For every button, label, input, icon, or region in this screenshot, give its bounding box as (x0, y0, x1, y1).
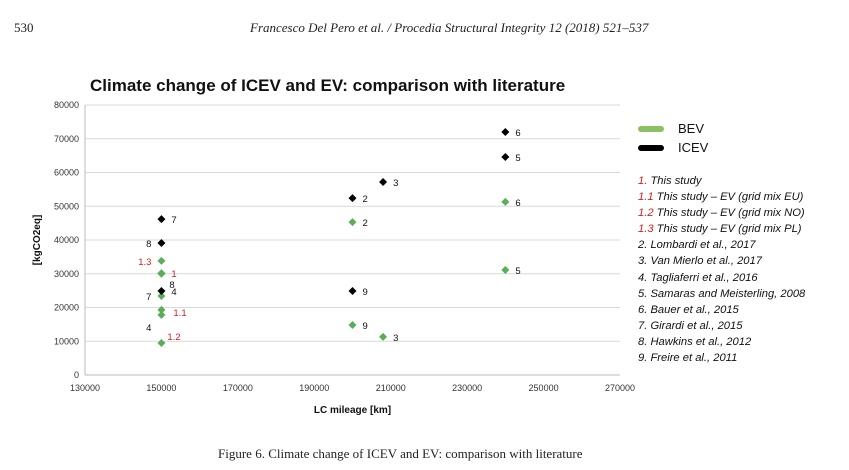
running-title: Francesco Del Pero et al. / Procedia Str… (250, 20, 649, 35)
y-tick-label: 50000 (54, 201, 79, 211)
icev-point (157, 239, 166, 248)
x-tick-label: 130000 (70, 383, 100, 393)
reference-text: 7. Girardi et al., 2015 (638, 319, 743, 332)
x-axis-label: LC mileage [km] (314, 405, 391, 416)
x-tick-label: 210000 (376, 383, 406, 393)
point-label: 8 (169, 280, 174, 291)
bev-point (157, 269, 166, 278)
bev-point (157, 292, 166, 301)
point-label: 9 (363, 321, 368, 332)
point-label: 5 (515, 153, 520, 164)
icev-swatch (638, 144, 664, 151)
icev-point (379, 177, 388, 186)
reference-text: 9. Freire et al., 2011 (638, 352, 738, 365)
chart-title: Climate change of ICEV and EV: compariso… (90, 76, 566, 95)
bev-point (157, 256, 166, 265)
legend: BEV ICEV (638, 119, 708, 157)
reference-item: 1.2 This study – EV (grid mix NO) (638, 205, 805, 221)
reference-text: 3. Van Mierlo et al., 2017 (638, 255, 762, 268)
point-label: 7 (146, 292, 151, 303)
y-tick-label: 80000 (54, 100, 79, 110)
reference-text: 2. Lombardi et al., 2017 (638, 239, 756, 252)
icev-point (157, 215, 166, 224)
reference-item: 6. Bauer et al., 2015 (638, 302, 805, 318)
icev-point (157, 286, 166, 295)
reference-text: This study – EV (grid mix NO) (656, 207, 805, 220)
bev-swatch (638, 125, 664, 132)
legend-item-icev: ICEV (638, 138, 708, 157)
reference-list: 1. This study 1.1 This study – EV (grid m… (638, 173, 805, 366)
bev-point (379, 332, 388, 341)
reference-item: 1. This study (638, 173, 805, 189)
reference-text: 5. Samaras and Meisterling, 2008 (638, 287, 806, 300)
y-tick-label: 10000 (54, 336, 79, 346)
reference-item: 9. Freire et al., 2011 (638, 350, 805, 366)
point-label: 6 (515, 198, 520, 209)
reference-text: This study (650, 175, 702, 187)
reference-text: 8. Hawkins et al., 2012 (638, 335, 752, 348)
y-tick-label: 20000 (54, 303, 79, 313)
y-tick-label: 70000 (54, 134, 79, 144)
reference-number: 1. (638, 175, 651, 187)
bev-point (157, 305, 166, 314)
x-tick-label: 170000 (223, 383, 253, 393)
point-label: 4 (171, 287, 176, 298)
point-label: 1.1 (173, 308, 186, 319)
point-label: 7 (171, 215, 176, 226)
reference-item: 7. Girardi et al., 2015 (638, 318, 805, 334)
point-label: 6 (515, 128, 520, 139)
bev-point (348, 218, 357, 227)
reference-item: 2. Lombardi et al., 2017 (638, 237, 805, 253)
reference-text: 6. Bauer et al., 2015 (638, 303, 739, 316)
x-tick-label: 230000 (452, 383, 482, 393)
reference-number: 1.1 (638, 191, 657, 204)
bev-point (501, 266, 510, 275)
y-tick-label: 30000 (54, 269, 79, 279)
y-tick-label: 60000 (54, 168, 79, 178)
reference-item: 8. Hawkins et al., 2012 (638, 334, 805, 350)
figure-caption: Figure 6. Climate change of ICEV and EV:… (218, 446, 583, 461)
reference-number: 1.2 (638, 207, 657, 220)
x-tick-label: 250000 (529, 383, 559, 393)
x-tick-label: 150000 (146, 383, 176, 393)
bev-point (501, 197, 510, 206)
page-number: 530 (14, 20, 34, 35)
point-label: 2 (363, 218, 368, 229)
icev-point (501, 128, 510, 136)
point-label: 1.2 (167, 332, 180, 343)
point-label: 1 (171, 269, 176, 280)
legend-label: ICEV (678, 140, 709, 155)
reference-text: This study – EV (grid mix PL) (656, 223, 802, 236)
bev-point (157, 338, 166, 347)
reference-text: This study – EV (grid mix EU) (656, 191, 804, 204)
reference-item: 4. Tagliaferri et al., 2016 (638, 270, 805, 286)
reference-number: 1.3 (638, 223, 657, 236)
point-label: 4 (146, 323, 151, 334)
point-label: 3 (393, 178, 398, 189)
point-label: 5 (515, 266, 520, 277)
reference-item: 3. Van Mierlo et al., 2017 (638, 253, 805, 269)
x-tick-label: 190000 (299, 383, 329, 393)
icev-point (348, 194, 357, 203)
point-label: 1.3 (138, 257, 151, 268)
legend-item-bev: BEV (638, 119, 708, 138)
legend-label: BEV (678, 121, 705, 136)
point-label: 2 (363, 194, 368, 205)
icev-point (501, 152, 510, 161)
point-label: 9 (363, 287, 368, 298)
point-label: 3 (393, 333, 398, 344)
icev-point (348, 286, 357, 295)
y-axis-label: [kgCO2eq] (32, 215, 43, 266)
reference-item: 1.1 This study – EV (grid mix EU) (638, 189, 805, 205)
reference-item: 1.3 This study – EV (grid mix PL) (638, 221, 805, 237)
bev-point (348, 321, 357, 330)
x-tick-label: 270000 (605, 383, 635, 393)
point-label: 8 (146, 239, 151, 250)
bev-point (157, 310, 166, 319)
reference-item: 5. Samaras and Meisterling, 2008 (638, 286, 805, 302)
reference-text: 4. Tagliaferri et al., 2016 (638, 271, 758, 284)
y-tick-label: 40000 (54, 235, 79, 245)
y-tick-label: 0 (74, 370, 79, 380)
